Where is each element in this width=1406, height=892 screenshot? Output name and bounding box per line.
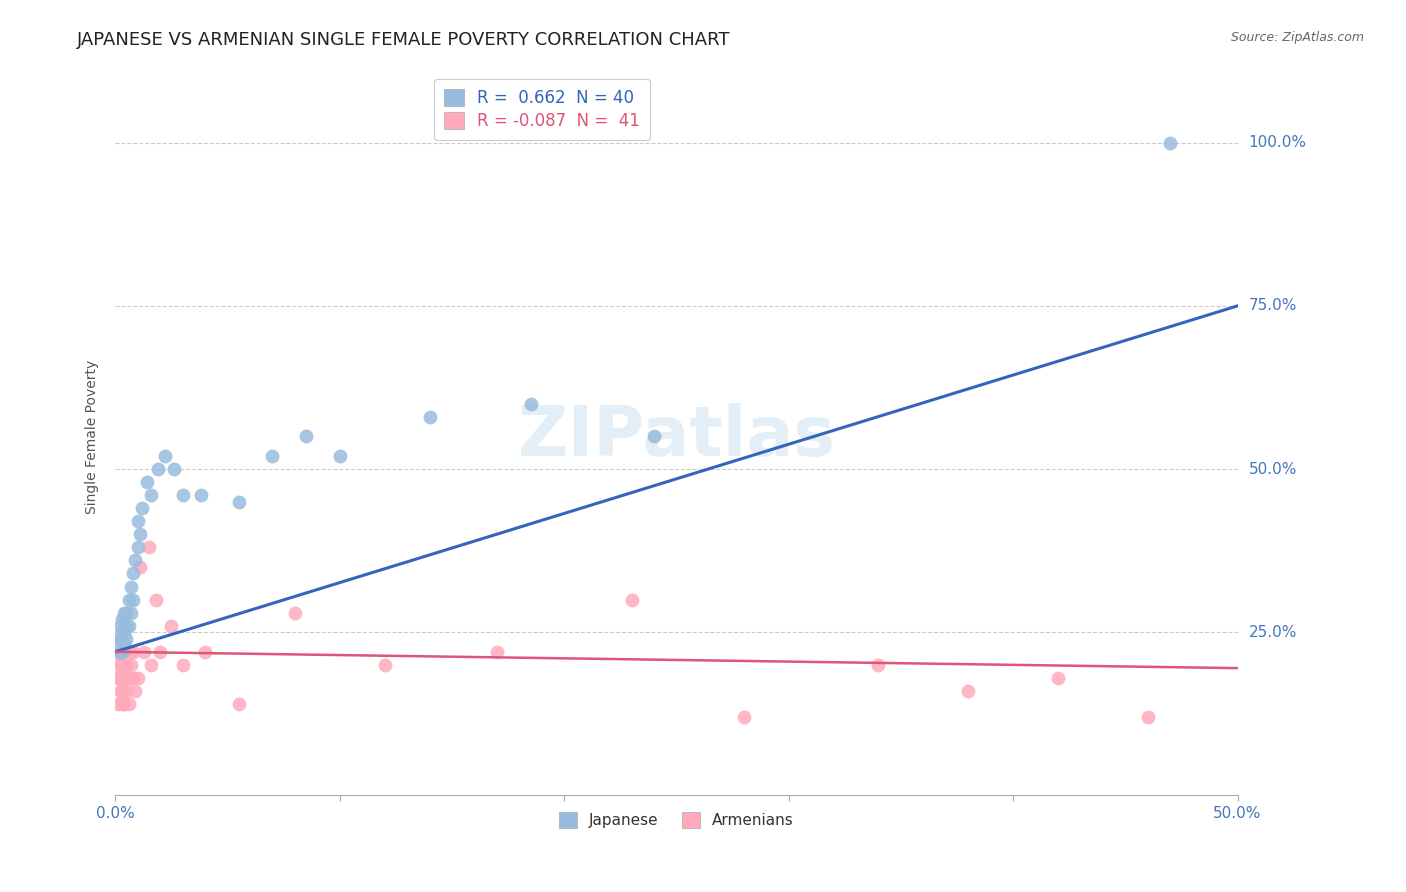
Point (122, 645, 145, 659)
Point (1136, 710, 1159, 724)
Point (228, 494, 250, 508)
Point (124, 553, 146, 567)
Point (107, 645, 129, 659)
Point (194, 645, 217, 659)
Point (120, 606, 142, 620)
Point (112, 625, 135, 640)
Point (519, 397, 541, 411)
Point (111, 625, 134, 640)
Point (190, 488, 212, 502)
Point (118, 697, 141, 711)
Point (1159, 136, 1181, 150)
Point (108, 618, 131, 632)
Text: 75.0%: 75.0% (1249, 299, 1296, 313)
Text: JAPANESE VS ARMENIAN SINGLE FEMALE POVERTY CORRELATION CHART: JAPANESE VS ARMENIAN SINGLE FEMALE POVER… (77, 31, 731, 49)
Point (108, 684, 131, 698)
Point (120, 657, 142, 672)
Text: Source: ZipAtlas.com: Source: ZipAtlas.com (1230, 31, 1364, 45)
Point (733, 710, 755, 724)
Point (111, 684, 134, 698)
Y-axis label: Single Female Poverty: Single Female Poverty (86, 359, 100, 514)
Point (162, 462, 184, 476)
Legend: Japanese, Armenians: Japanese, Armenians (553, 806, 800, 834)
Point (138, 541, 160, 555)
Point (172, 657, 194, 672)
Point (108, 645, 131, 659)
Text: ZIPatlas: ZIPatlas (517, 403, 835, 470)
Point (107, 697, 129, 711)
Point (643, 429, 665, 443)
Point (115, 606, 138, 620)
Point (1046, 671, 1069, 685)
Point (112, 606, 135, 620)
Point (228, 697, 250, 711)
Point (115, 657, 138, 672)
Point (115, 618, 138, 632)
Point (149, 645, 172, 659)
Point (107, 632, 129, 646)
Point (107, 671, 129, 685)
Point (107, 657, 129, 672)
Point (160, 618, 183, 632)
Point (112, 697, 135, 711)
Point (115, 684, 138, 698)
Point (108, 632, 131, 646)
Point (129, 527, 152, 541)
Point (141, 488, 163, 502)
Point (124, 684, 146, 698)
Point (122, 671, 145, 685)
Point (262, 449, 284, 463)
Text: 25.0%: 25.0% (1249, 624, 1296, 640)
Point (131, 501, 153, 516)
Point (868, 657, 890, 672)
Point (127, 671, 149, 685)
Point (153, 449, 176, 463)
Point (134, 645, 156, 659)
Point (108, 671, 131, 685)
Point (111, 697, 134, 711)
Point (620, 592, 643, 607)
Point (172, 488, 194, 502)
Point (112, 638, 135, 652)
Point (284, 606, 307, 620)
Text: 50.0%: 50.0% (1249, 461, 1296, 476)
Point (118, 671, 141, 685)
Point (295, 429, 318, 443)
Point (957, 684, 980, 698)
Point (120, 580, 142, 594)
Point (135, 475, 157, 489)
Point (120, 645, 142, 659)
Point (329, 449, 352, 463)
Point (145, 592, 167, 607)
Point (108, 645, 131, 659)
Point (418, 409, 440, 424)
Point (122, 592, 145, 607)
Point (129, 560, 152, 574)
Point (374, 657, 396, 672)
Point (111, 612, 134, 626)
Point (141, 657, 163, 672)
Point (115, 632, 138, 646)
Point (111, 657, 134, 672)
Point (118, 592, 141, 607)
Point (112, 645, 135, 659)
Point (127, 541, 149, 555)
Point (118, 618, 141, 632)
Point (146, 462, 169, 476)
Point (122, 566, 145, 581)
Text: 100.0%: 100.0% (1249, 136, 1306, 150)
Point (111, 645, 134, 659)
Point (127, 514, 149, 528)
Point (112, 671, 135, 685)
Point (485, 645, 508, 659)
